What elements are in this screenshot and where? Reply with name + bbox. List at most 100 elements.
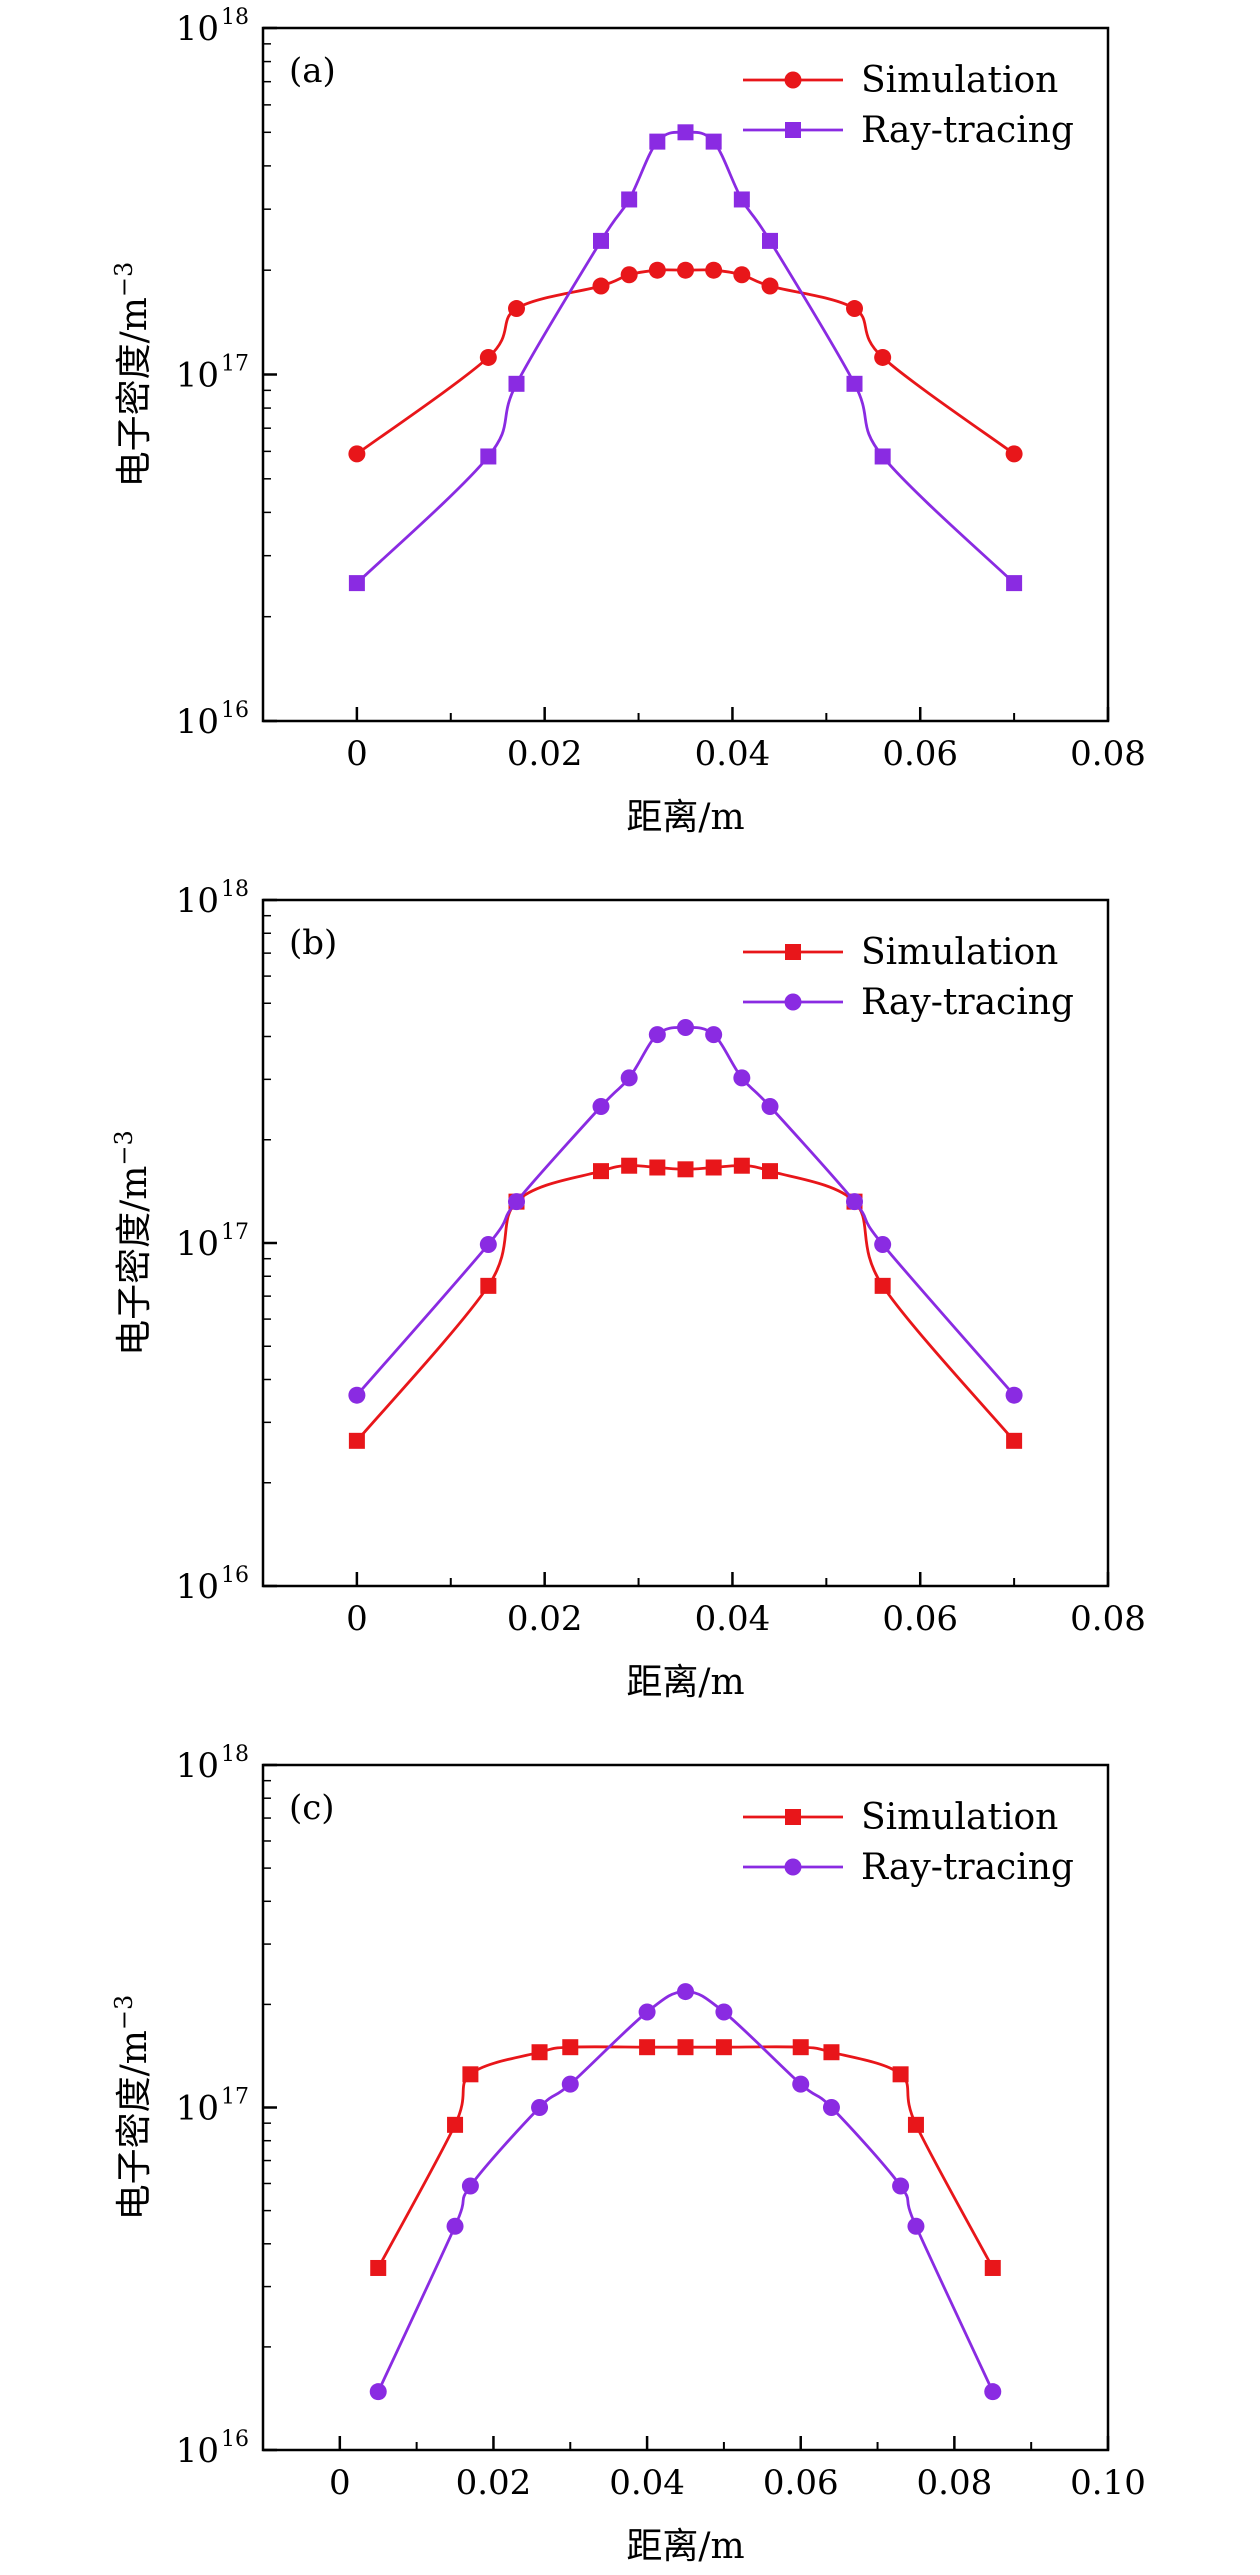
data-point: [677, 1161, 694, 1178]
data-point: [348, 1386, 366, 1404]
y-tick-label: 10: [176, 9, 219, 49]
data-point: [907, 2116, 924, 2133]
data-point: [715, 2039, 732, 2056]
data-point: [649, 133, 666, 150]
data-point: [593, 232, 609, 249]
data-point: [480, 1277, 497, 1294]
data-point: [508, 300, 525, 318]
series-ray-tracing: [348, 124, 1023, 592]
y-tick-exponent: 18: [221, 5, 249, 30]
series-line: [356, 268, 1015, 456]
panel-label: (b): [289, 923, 337, 963]
data-point: [1005, 1386, 1023, 1404]
y-axis-title: 电子密度/m−3: [110, 262, 155, 488]
data-point: [733, 1157, 750, 1174]
legend-marker: [785, 122, 801, 138]
data-point: [479, 1235, 497, 1253]
legend-label: Simulation: [861, 932, 1058, 973]
data-point: [846, 1193, 863, 1211]
x-tick-label: 0.08: [1070, 734, 1146, 774]
data-point: [649, 1159, 666, 1176]
y-tick-exponent: 17: [221, 1220, 249, 1245]
x-tick-label: 0.02: [507, 734, 583, 774]
legend-entry: Ray-tracing: [743, 110, 1074, 151]
y-axis-title: 电子密度/m−3: [110, 1130, 155, 1356]
y-tick-exponent: 18: [221, 1742, 249, 1767]
y-tick-label: 10: [176, 1567, 219, 1607]
y-axis-title-exponent: −3: [110, 1130, 138, 1165]
x-tick-label: 0.06: [882, 734, 958, 774]
legend-marker: [785, 1809, 801, 1825]
y-axis-title-exponent: −3: [110, 262, 138, 297]
data-point: [677, 2039, 694, 2056]
y-tick-label: 10: [176, 881, 219, 921]
y-axis-title-text: 电子密度/m: [114, 297, 155, 487]
y-tick-exponent: 17: [221, 352, 249, 377]
x-tick-label: 0.08: [917, 2463, 993, 2503]
data-point: [461, 2177, 479, 2195]
data-point: [621, 1157, 638, 1174]
data-point: [705, 1026, 723, 1044]
y-axis-title-text: 电子密度/m: [114, 1166, 155, 1356]
x-axis-title: 距离/m: [626, 2526, 744, 2567]
y-tick-exponent: 17: [221, 2085, 249, 2110]
data-point: [1006, 1432, 1023, 1449]
panel-label: (c): [289, 1788, 335, 1828]
x-tick-label: 0.06: [882, 1599, 958, 1639]
data-point: [531, 2099, 549, 2116]
x-axis-title: 距离/m: [626, 1662, 744, 1703]
data-point: [822, 2099, 840, 2116]
y-tick-label: 10: [176, 2431, 219, 2471]
x-tick-label: 0.10: [1070, 2463, 1146, 2503]
x-tick-label: 0: [346, 734, 368, 774]
legend-entry: Ray-tracing: [743, 982, 1074, 1023]
data-point: [561, 2075, 579, 2093]
data-point: [562, 2039, 579, 2056]
legend-entry: Simulation: [743, 60, 1058, 101]
data-point: [638, 2003, 656, 2021]
data-point: [874, 348, 892, 366]
y-tick-label: 10: [176, 356, 219, 396]
x-tick-label: 0.06: [763, 2463, 839, 2503]
x-tick-label: 0.04: [695, 734, 771, 774]
data-point: [677, 124, 694, 141]
data-point: [648, 1026, 666, 1044]
x-tick-label: 0.02: [456, 2463, 532, 2503]
legend-label: Ray-tracing: [861, 110, 1074, 151]
y-tick-exponent: 16: [221, 1563, 249, 1588]
data-point: [846, 300, 863, 318]
data-point: [531, 2044, 548, 2061]
data-point: [592, 277, 610, 295]
legend-marker: [784, 993, 802, 1011]
data-point: [892, 2177, 910, 2195]
y-tick-label: 10: [176, 702, 219, 742]
data-point: [874, 1277, 891, 1294]
data-point: [792, 2039, 809, 2056]
y-tick-label: 10: [176, 1224, 219, 1264]
data-point: [823, 2044, 840, 2061]
data-point: [761, 277, 779, 295]
data-point: [348, 575, 365, 592]
data-point: [369, 2383, 387, 2401]
x-tick-label: 0: [346, 1599, 368, 1639]
y-axis-title-exponent: −3: [110, 1995, 138, 2030]
series-simulation: [348, 261, 1023, 463]
data-point: [705, 1159, 722, 1176]
series-ray-tracing: [369, 1983, 1002, 2401]
data-point: [462, 2066, 479, 2083]
panel-label: (a): [289, 51, 336, 91]
x-tick-label: 0: [329, 2463, 351, 2503]
x-tick-label: 0.08: [1070, 1599, 1146, 1639]
series-line: [355, 130, 1016, 585]
legend-entry: Simulation: [743, 932, 1058, 973]
data-point: [762, 1163, 778, 1180]
data-point: [907, 2217, 925, 2235]
series-line: [355, 1164, 1016, 1442]
legend-marker: [785, 944, 801, 960]
x-tick-label: 0.04: [695, 1599, 771, 1639]
data-point: [639, 2039, 656, 2056]
series-simulation: [370, 2039, 1001, 2276]
data-point: [761, 1098, 779, 1116]
data-point: [874, 1235, 892, 1253]
